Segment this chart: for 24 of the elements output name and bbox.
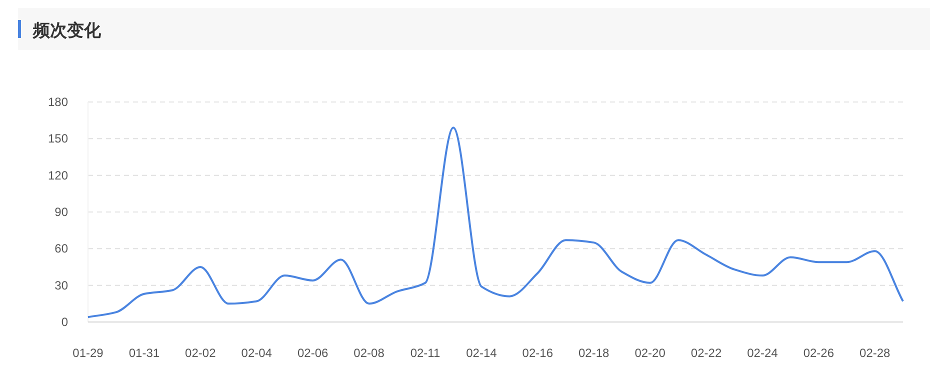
line-series [87,126,904,318]
y-tick-label: 30 [54,278,68,292]
x-tick-label: 02-16 [522,346,554,360]
x-tick-label: 02-18 [578,346,610,360]
y-tick-label: 150 [48,132,68,146]
y-tick-label: 120 [48,168,68,182]
x-tick-label: 02-02 [185,346,216,360]
x-tick-label: 02-04 [241,346,272,360]
x-tick-label: 02-14 [466,346,498,360]
x-tick-label: 02-28 [860,346,891,360]
y-tick-label: 90 [54,205,68,219]
x-tick-label: 02-22 [690,346,722,360]
x-tick-label: 02-06 [297,346,328,360]
x-tick-label: 01-31 [128,346,160,360]
x-tick-label: 02-11 [410,346,440,360]
chart-title: 频次变化 [32,21,102,40]
y-tick-label: 0 [61,315,68,329]
y-tick-label: 180 [48,95,68,109]
x-tick-label: 02-20 [634,346,666,360]
y-tick-label: 60 [54,242,68,256]
x-tick-label: 02-24 [747,346,778,360]
x-tick-label: 02-26 [803,346,834,360]
x-tick-label: 02-08 [354,346,385,360]
x-tick-label: 01-29 [72,346,104,360]
